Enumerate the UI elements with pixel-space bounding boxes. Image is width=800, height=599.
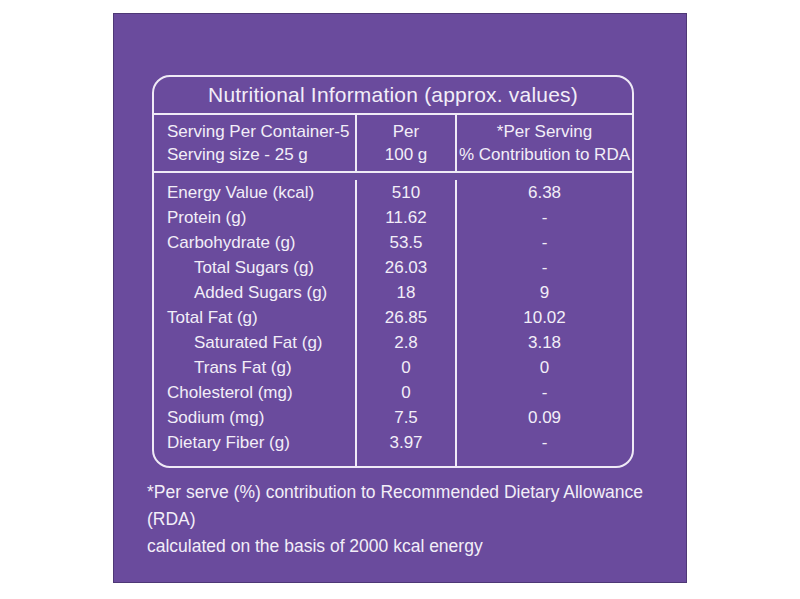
serving-size: Serving size - 25 g [167,143,355,166]
table-row: Energy Value (kcal) 510 6.38 [154,180,632,205]
value-per-100g: 7.5 [355,405,455,430]
value-rda: 0.09 [455,405,632,430]
serving-per-container: Serving Per Container-5 [167,120,355,143]
value-per-100g: 3.97 [355,430,455,455]
table-row: Protein (g) 11.62 - [154,205,632,230]
table-header-row: Serving Per Container-5 Serving size - 2… [154,115,632,173]
per-serving-label: *Per Serving [457,120,632,143]
nutrient-name: Sodium (mg) [154,405,355,430]
rda-footnote-line2: calculated on the basis of 2000 kcal ene… [147,533,667,560]
value-rda: - [455,430,632,455]
value-rda: - [455,255,632,280]
value-rda: - [455,205,632,230]
value-rda: 0 [455,355,632,380]
value-per-100g: 11.62 [355,205,455,230]
nutrient-name: Carbohydrate (g) [154,230,355,255]
table-row: Added Sugars (g) 18 9 [154,280,632,305]
nutrition-table: Nutritional Information (approx. values)… [152,75,634,468]
table-body-filler [154,455,632,466]
value-per-100g: 2.8 [355,330,455,355]
value-per-100g: 53.5 [355,230,455,255]
value-rda: 3.18 [455,330,632,355]
header-per-100g: Per 100 g [355,115,455,171]
table-row: Total Sugars (g) 26.03 - [154,255,632,280]
value-per-100g: 26.85 [355,305,455,330]
value-per-100g: 26.03 [355,255,455,280]
table-row: Cholesterol (mg) 0 - [154,380,632,405]
nutrient-name: Energy Value (kcal) [154,180,355,205]
table-row: Saturated Fat (g) 2.8 3.18 [154,330,632,355]
table-row: Carbohydrate (g) 53.5 - [154,230,632,255]
header-serving-info: Serving Per Container-5 Serving size - 2… [154,115,355,171]
value-rda: - [455,230,632,255]
rda-contribution-label: % Contribution to RDA [457,143,632,166]
value-per-100g: 0 [355,380,455,405]
table-row: Dietary Fiber (g) 3.97 - [154,430,632,455]
nutrient-name: Added Sugars (g) [154,280,355,305]
table-row: Trans Fat (g) 0 0 [154,355,632,380]
value-rda: 6.38 [455,180,632,205]
value-per-100g: 510 [355,180,455,205]
header-rda: *Per Serving % Contribution to RDA [455,115,632,171]
value-per-100g: 18 [355,280,455,305]
table-body: Energy Value (kcal) 510 6.38 Protein (g)… [154,173,632,466]
table-row: Sodium (mg) 7.5 0.09 [154,405,632,430]
nutrient-name: Cholesterol (mg) [154,380,355,405]
table-row: Total Fat (g) 26.85 10.02 [154,305,632,330]
page-background: Nutritional Information (approx. values)… [0,0,800,599]
per-label: Per [357,120,455,143]
nutrient-name: Dietary Fiber (g) [154,430,355,455]
value-per-100g: 0 [355,355,455,380]
nutrient-name: Saturated Fat (g) [154,330,355,355]
per-amount: 100 g [357,143,455,166]
value-rda: - [455,380,632,405]
table-title: Nutritional Information (approx. values) [154,77,632,115]
rda-footnote-line1: *Per serve (%) contribution to Recommend… [147,479,667,533]
nutrient-name: Protein (g) [154,205,355,230]
nutrient-name: Total Sugars (g) [154,255,355,280]
value-rda: 9 [455,280,632,305]
nutrient-name: Trans Fat (g) [154,355,355,380]
nutrient-name: Total Fat (g) [154,305,355,330]
rda-footnote: *Per serve (%) contribution to Recommend… [147,479,667,560]
value-rda: 10.02 [455,305,632,330]
label-panel: Nutritional Information (approx. values)… [113,13,687,583]
